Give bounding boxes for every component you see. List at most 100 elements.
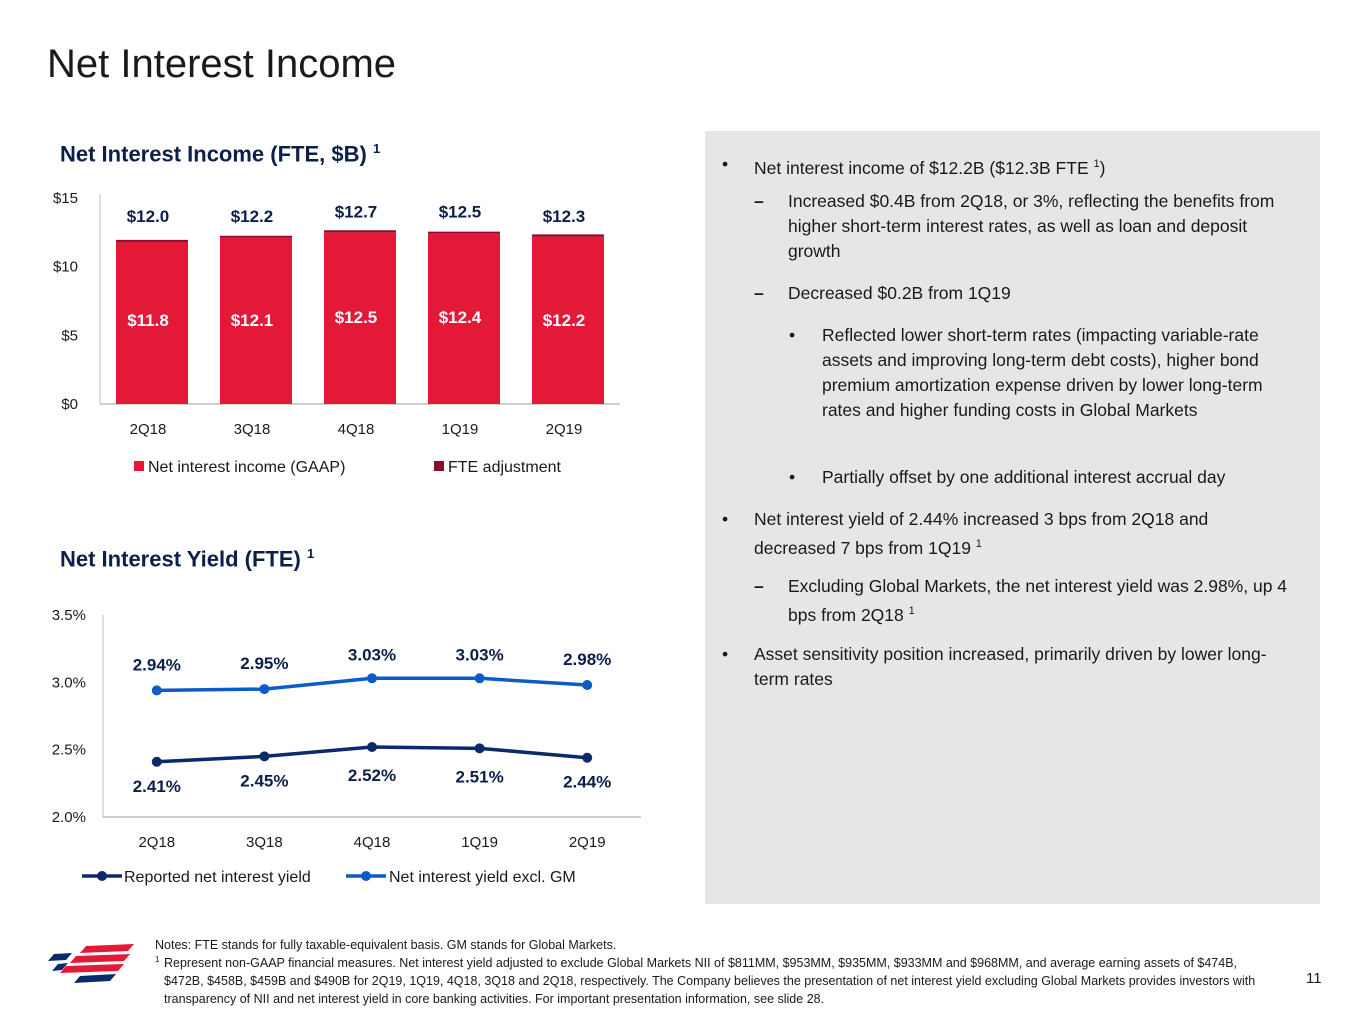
point-reported	[367, 741, 377, 752]
chart2-xtick-label: 4Q18	[354, 834, 391, 851]
point-excl-gm	[367, 673, 377, 684]
bullet-item: • Partially offset by one additional inte…	[789, 465, 1292, 490]
bar-gaap-1Q19	[428, 233, 500, 404]
bullet-marker: •	[789, 325, 796, 345]
legend-excl-gm-marker	[361, 871, 371, 881]
net-interest-income-chart: $15 $10 $5 $0 $11.8 $12.0 $12.1 $12.2 $12.5 $12.…	[53, 190, 620, 476]
point-reported	[474, 743, 485, 754]
bullet-marker: –	[754, 283, 764, 303]
bank-flag-logo-icon	[48, 944, 134, 983]
chart1-xtick-label: 3Q18	[234, 421, 271, 438]
point-label: 3.03%	[348, 645, 396, 664]
chart2-xtick-label: 2Q19	[569, 834, 606, 851]
chart2-ytick-label: 3.0%	[52, 674, 86, 691]
bullet-sup: 1	[1093, 158, 1100, 170]
page-number: 11	[1306, 970, 1322, 987]
chart2-title-text: Net Interest Yield (FTE)	[60, 546, 301, 572]
bullet-text: Net interest yield of 2.44% increased 3 …	[754, 509, 1209, 558]
bar-fte-4Q18	[324, 230, 396, 233]
bullet-item: • Reflected lower short-term rates (impac…	[789, 323, 1292, 423]
bar-gaap-label: $12.5	[335, 308, 378, 327]
bullet-marker: •	[722, 154, 729, 174]
chart2-xtick-label: 1Q19	[461, 834, 498, 851]
bullet-text: Decreased $0.2B from 1Q19	[788, 283, 1011, 303]
bullet-marker: –	[754, 191, 764, 211]
bar-fte-3Q18	[220, 235, 292, 238]
footnote-text: Represent non-GAAP financial measures. N…	[164, 956, 1256, 1006]
bar-total-label: $12.0	[127, 207, 170, 226]
bullet-item: – Excluding Global Markets, the net inter…	[754, 574, 1298, 628]
point-excl-gm	[259, 684, 270, 695]
bullet-marker: •	[722, 644, 729, 664]
bullet-marker: •	[789, 467, 796, 487]
legend-gaap-label: Net interest income (GAAP)	[148, 459, 345, 476]
net-interest-yield-chart: 3.5% 3.0% 2.5% 2.0% 2.41% 2.45% 2.52% 2.51% 2.4…	[52, 607, 641, 886]
footnotes: Notes: FTE stands for fully taxable-equi…	[155, 936, 1275, 1008]
chart1-ytick-label: $5	[61, 327, 78, 344]
point-label: 2.94%	[133, 655, 181, 674]
chart2-ytick-label: 2.5%	[52, 742, 86, 759]
footnote-sup: 1	[155, 955, 160, 964]
footnote-line-2: 1 Represent non-GAAP financial measures. …	[155, 954, 1275, 1008]
page-title: Net Interest Income	[47, 42, 397, 86]
legend-reported-marker	[97, 871, 107, 881]
bar-total-label: $12.5	[439, 203, 482, 222]
point-label: 2.98%	[563, 650, 611, 669]
point-label: 2.95%	[240, 654, 288, 673]
bullet-marker: •	[722, 509, 729, 529]
chart2-title-sup: 1	[306, 546, 315, 561]
bullet-sup: 1	[975, 538, 982, 550]
chart2-ytick-label: 3.5%	[52, 607, 86, 624]
point-reported	[259, 751, 270, 762]
bullet-item: – Increased $0.4B from 2Q18, or 3%, refle…	[754, 189, 1283, 264]
chart1-ytick-label: $0	[61, 396, 78, 413]
bar-fte-1Q19	[428, 231, 500, 234]
bullet-text-after: )	[1099, 157, 1106, 178]
bullet-item: • Net interest income of $12.2B ($12.3B F…	[722, 152, 1294, 181]
bar-total-label: $12.2	[231, 207, 274, 226]
chart2-title: Net Interest Yield (FTE) 1	[60, 546, 314, 572]
bullet-text: Increased $0.4B from 2Q18, or 3%, reflec…	[788, 191, 1275, 261]
bar-gaap-3Q18	[220, 237, 292, 404]
legend-fte-label: FTE adjustment	[448, 459, 561, 476]
legend-fte-swatch	[434, 461, 444, 471]
bullet-text: Partially offset by one additional inter…	[822, 467, 1226, 487]
bar-gaap-label: $12.4	[439, 308, 482, 327]
bullet-text: Reflected lower short-term rates (impact…	[822, 325, 1263, 420]
point-label: 2.45%	[240, 771, 288, 790]
bullet-text: Excluding Global Markets, the net intere…	[788, 576, 1288, 625]
point-excl-gm	[151, 685, 162, 696]
bullet-item: • Asset sensitivity position increased, p…	[722, 642, 1284, 692]
chart2-xtick-label: 2Q18	[138, 834, 175, 851]
bullet-item: – Decreased $0.2B from 1Q19	[754, 281, 1283, 306]
chart1-xtick-label: 4Q18	[338, 421, 375, 438]
bar-total-label: $12.3	[543, 207, 586, 226]
point-label: 3.03%	[455, 645, 503, 664]
point-label: 2.41%	[133, 777, 181, 796]
chart1-title-text: Net Interest Income (FTE, $B)	[60, 141, 367, 167]
point-label: 2.51%	[455, 767, 503, 786]
chart1-ytick-label: $15	[53, 190, 78, 207]
chart2-ytick-label: 2.0%	[52, 809, 86, 826]
chart1-ytick-label: $10	[53, 259, 78, 276]
bar-fte-2Q19	[532, 234, 604, 237]
bar-gaap-4Q18	[324, 232, 396, 404]
legend-excl-gm-label: Net interest yield excl. GM	[389, 869, 576, 886]
bullet-text: Asset sensitivity position increased, pr…	[754, 644, 1267, 689]
bar-gaap-label: $12.2	[543, 311, 586, 330]
bar-fte-2Q18	[116, 239, 188, 242]
bar-gaap-2Q19	[532, 236, 604, 404]
legend-reported-label: Reported net interest yield	[124, 869, 311, 886]
chart1-xtick-label: 2Q19	[546, 421, 583, 438]
point-label: 2.52%	[348, 766, 396, 785]
commentary-panel	[705, 131, 1320, 904]
chart2-xtick-label: 3Q18	[246, 834, 283, 851]
point-reported	[582, 752, 593, 763]
point-excl-gm	[582, 680, 593, 691]
point-excl-gm	[474, 673, 485, 684]
legend-gaap-swatch	[134, 461, 144, 471]
point-reported	[151, 756, 162, 767]
bullet-text: Net interest income of $12.2B ($12.3B FT…	[754, 157, 1094, 178]
bar-gaap-label: $11.8	[127, 311, 169, 330]
bullet-sup: 1	[908, 605, 915, 617]
